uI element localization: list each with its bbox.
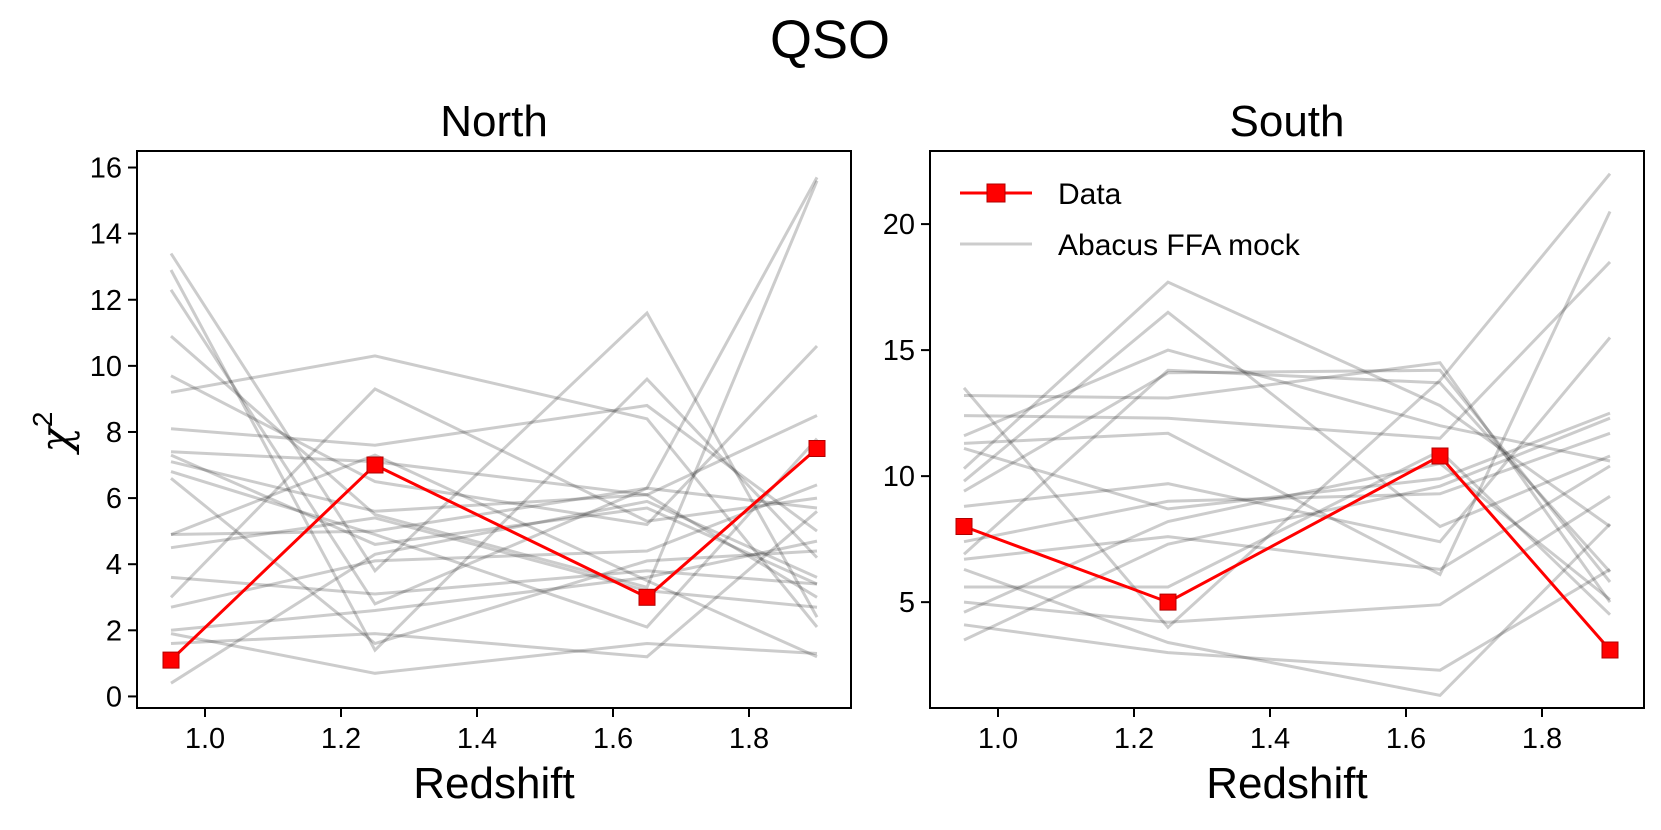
north-y-tick-label-6: 10 [90,351,122,383]
north-mock-line-16 [170,569,818,596]
south-y-tick-label-1: 5 [899,587,915,619]
north-y-axis-label-chi: χ [31,425,80,456]
figure-title: QSO [770,10,890,70]
south-mock-line-12 [962,368,1612,573]
north-y-tick-label-2: 2 [106,615,122,647]
south-x-tick-label-4: 1.6 [1386,723,1426,755]
north-y-tick-label-7: 12 [90,285,122,317]
north-y-axis-label-exponent: 2 [27,411,58,427]
south-mock-line-8 [963,310,1611,529]
south-mock-line-6 [963,411,1611,511]
south-x-axis-label: Redshift [1206,759,1367,808]
south-mock-line-5 [963,210,1612,577]
north-mock-line-1 [169,252,819,618]
south-mock-line-14 [963,522,1612,698]
north-data-marker-2 [366,456,384,474]
south-x-tick-label-1: 1.0 [978,723,1018,755]
south-plot-frame [929,150,1645,709]
north-panel: North 1.0 1.2 1.4 1.6 1.8 0 2 4 6 8 10 12 14 16 Reds… [27,97,852,808]
south-data-series [955,447,1619,659]
north-mock-line-2 [169,269,819,653]
legend: Data Abacus FFA mock [960,178,1301,262]
north-mock-lines [169,176,819,685]
south-y-ticks: 5 10 15 20 [883,209,930,619]
north-mock-line-9 [170,453,818,586]
north-y-axis-label: χ2 [27,411,80,455]
north-y-tick-label-3: 4 [106,549,122,581]
north-data-marker-4 [808,440,826,457]
legend-mock-label: Abacus FFA mock [1058,229,1301,262]
south-mock-line-3 [963,260,1612,440]
south-data-marker-2 [1159,593,1177,611]
south-mock-line-16 [963,495,1611,624]
north-x-tick-label-5: 1.8 [729,723,769,755]
north-mock-line-15 [170,516,818,609]
south-x-tick-label-5: 1.8 [1522,723,1562,755]
north-mock-line-20 [170,632,818,675]
north-data-series [162,440,826,669]
south-y-tick-label-4: 20 [883,209,915,241]
south-mock-line-18 [963,568,1611,672]
south-x-tick-label-2: 1.2 [1114,723,1154,755]
north-mock-line-4 [170,180,819,590]
south-panel-title: South [1230,97,1345,146]
south-mock-line-17 [963,461,1611,614]
north-x-axis-label: Redshift [413,759,574,808]
south-data-marker-1 [955,518,973,535]
south-mock-line-9 [963,368,1612,583]
north-x-ticks: 1.0 1.2 1.4 1.6 1.8 [185,708,769,755]
north-mock-line-5 [170,344,819,527]
north-mock-line-22 [170,499,818,685]
north-data-line [169,447,818,662]
legend-data-marker [986,183,1006,203]
south-y-tick-label-2: 10 [883,461,915,493]
north-mock-line-13 [170,486,818,536]
south-mock-line-10 [963,336,1612,544]
south-mock-line-13 [963,464,1611,571]
north-mock-line-19 [170,539,818,632]
north-mock-line-3 [169,176,819,606]
north-x-tick-label-1: 1.0 [185,723,225,755]
svg-text:χ2: χ2 [27,411,80,455]
south-mock-line-19 [963,416,1611,642]
north-mock-line-18 [170,483,818,609]
north-y-tick-label-1: 0 [106,681,122,713]
south-x-tick-label-3: 1.4 [1250,723,1290,755]
north-y-tick-label-8: 14 [90,219,122,251]
south-mock-line-15 [964,449,1612,616]
north-x-tick-label-3: 1.4 [457,723,497,755]
north-y-tick-label-4: 6 [106,483,122,515]
north-mock-line-14 [170,453,818,659]
north-x-tick-label-2: 1.2 [321,723,361,755]
north-y-tick-label-9: 16 [90,153,122,185]
south-data-marker-3 [1431,447,1449,465]
south-mock-lines [962,172,1612,698]
legend-data-label: Data [1058,178,1122,211]
south-data-marker-4 [1601,641,1619,659]
south-mock-line-2 [963,361,1612,603]
south-x-ticks: 1.0 1.2 1.4 1.6 1.8 [978,708,1562,755]
north-mock-line-21 [170,510,818,659]
north-y-ticks: 0 2 4 6 8 10 12 14 16 [90,153,137,713]
north-mock-line-7 [170,403,818,533]
north-panel-title: North [440,97,548,146]
north-data-marker-3 [638,588,656,606]
south-mock-line-4 [963,348,1611,463]
north-y-tick-label-5: 8 [106,417,122,449]
north-mock-line-11 [170,437,819,629]
north-x-tick-label-4: 1.6 [593,723,633,755]
north-data-marker-1 [162,651,180,669]
north-mock-line-10 [170,460,818,599]
north-mock-line-17 [169,387,818,599]
south-data-line [963,454,1612,651]
north-plot-frame [136,150,852,709]
south-y-tick-label-3: 15 [883,335,915,367]
south-panel: South 1.0 1.2 1.4 1.6 1.8 5 10 15 20 Redshift D… [883,97,1645,808]
south-mock-line-7 [962,280,1611,528]
north-mock-line-8 [170,414,818,497]
south-mock-line-1 [962,172,1612,630]
south-mock-line-11 [963,431,1611,544]
